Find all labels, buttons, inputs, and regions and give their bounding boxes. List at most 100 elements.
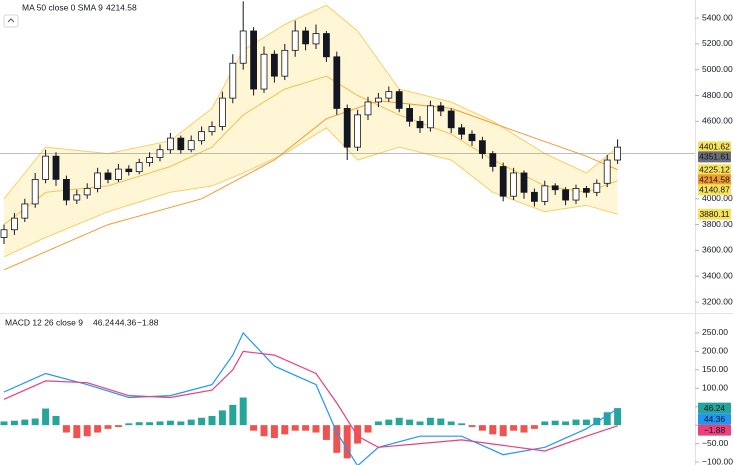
histogram-bar	[218, 410, 226, 426]
histogram-bar	[146, 422, 154, 426]
candle-body	[270, 53, 278, 77]
candle-body	[218, 97, 226, 127]
price-label: −1.88	[704, 425, 726, 435]
candle-body	[63, 179, 70, 201]
candle-body	[198, 131, 206, 142]
candle-body	[135, 162, 143, 173]
histogram-bar	[551, 420, 559, 426]
histogram-bar	[541, 421, 549, 426]
histogram-bar	[426, 417, 434, 426]
y-tick-label: 150.00	[702, 364, 728, 374]
y-tick-label: 3400.00	[702, 270, 733, 280]
candle-body	[406, 108, 414, 122]
histogram-bar	[239, 397, 247, 426]
indicator-value: 4214.58	[106, 2, 137, 12]
price-label: 4225.12	[699, 164, 730, 174]
macd-line	[3, 350, 618, 452]
histogram-bar	[229, 404, 237, 426]
y-tick-label: 250.00	[702, 327, 728, 337]
indicator-value: 46.24	[93, 317, 115, 327]
candle-body	[229, 62, 237, 99]
candle-body	[354, 114, 362, 148]
price-label-bg	[698, 151, 731, 163]
candle-body	[322, 33, 330, 58]
y-tick-label: 4800.00	[702, 90, 733, 100]
histogram-bar	[156, 421, 164, 426]
candle-body	[437, 105, 445, 112]
histogram-bar	[291, 425, 299, 431]
y-tick-label: 4600.00	[702, 116, 733, 126]
histogram-bar	[177, 421, 185, 426]
candle-body	[177, 137, 185, 151]
candle-body	[603, 159, 611, 184]
y-tick-label: 3200.00	[702, 296, 733, 306]
candle-body	[239, 30, 247, 64]
y-tick-label: 4000.00	[702, 193, 733, 203]
candle-body	[374, 97, 382, 103]
y-tick-label: 100.00	[702, 383, 728, 393]
histogram-bar	[62, 425, 70, 433]
histogram-bar	[395, 417, 403, 426]
histogram-bar	[468, 425, 476, 427]
candle-body	[104, 172, 112, 180]
price-label: 4351.61	[699, 152, 730, 162]
candle-body	[312, 33, 320, 45]
indicator-name: MACD 12 26 close 9	[5, 317, 83, 327]
candle-body	[115, 168, 122, 180]
histogram-bar	[166, 420, 174, 426]
candle-body	[562, 189, 569, 201]
macd-line	[3, 331, 618, 465]
candle-body	[520, 172, 528, 193]
histogram-bar	[73, 425, 81, 439]
histogram-bar	[208, 415, 216, 426]
band-lower	[3, 127, 618, 258]
y-tick-label: 200.00	[702, 346, 728, 356]
histogram-bar	[614, 408, 622, 426]
histogram-bar	[281, 425, 289, 435]
histogram-bar	[478, 425, 486, 431]
price-label: 4140.87	[699, 184, 730, 194]
candle-body	[343, 108, 351, 148]
histogram-bar	[187, 419, 195, 426]
price-label-bg	[698, 424, 731, 436]
y-tick-label: 5000.00	[702, 64, 733, 74]
candle-body	[73, 194, 81, 201]
candle-body	[447, 110, 455, 129]
candle-body	[250, 30, 258, 90]
candle-body	[83, 188, 91, 196]
histogram-bar	[83, 425, 91, 437]
collapse-icon	[7, 18, 15, 23]
candle-body	[260, 53, 268, 90]
candle-body	[395, 91, 403, 109]
candle-body	[291, 30, 299, 51]
histogram-bar	[458, 423, 466, 426]
y-tick-label: 3600.00	[702, 245, 733, 255]
histogram-bar	[31, 418, 39, 426]
histogram-bar	[582, 419, 590, 426]
indicator-value: 44.36	[115, 317, 137, 327]
candle-body	[52, 155, 60, 180]
collapse-button[interactable]	[3, 14, 19, 28]
histogram-bar	[10, 420, 18, 426]
histogram-bar	[198, 417, 206, 426]
candle-body	[385, 91, 393, 99]
histogram-bar	[343, 425, 351, 459]
band-middle	[3, 75, 618, 225]
candle-body	[583, 188, 590, 193]
histogram-bar	[333, 425, 341, 453]
histogram-bar	[499, 425, 507, 437]
histogram-bar	[270, 425, 278, 439]
candle-body	[21, 203, 29, 219]
histogram-bar	[52, 415, 60, 426]
candle-body	[166, 137, 174, 151]
candle-body	[499, 166, 507, 197]
candle-body	[416, 120, 424, 129]
histogram-bar	[42, 408, 50, 426]
y-tick-label: −50.00	[702, 438, 729, 448]
candle-body	[208, 126, 216, 133]
y-tick-label: 3800.00	[702, 219, 733, 229]
candle-body	[156, 149, 164, 158]
price-label-bg	[698, 141, 731, 153]
band-upper	[3, 4, 618, 200]
